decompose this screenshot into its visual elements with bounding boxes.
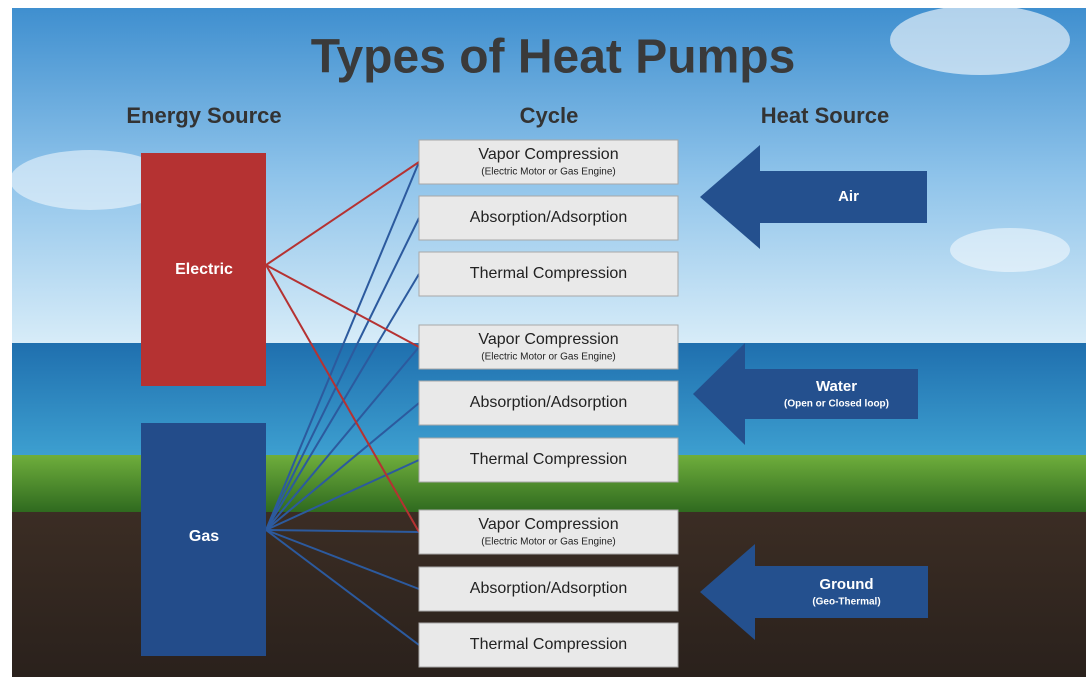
energy-label: Electric <box>175 261 233 278</box>
heat-arrow <box>700 145 927 249</box>
connector <box>265 273 420 531</box>
heat-label: Ground <box>819 576 873 593</box>
column-header: Cycle <box>520 103 579 128</box>
heat-arrow <box>693 343 918 445</box>
connector <box>265 217 420 531</box>
heat-label: Water <box>816 378 857 395</box>
cycle-label: Thermal Compression <box>470 636 627 653</box>
cycle-label: Vapor Compression <box>478 331 618 348</box>
heat-note: (Geo-Thermal) <box>812 597 880 608</box>
energy-label: Gas <box>189 528 219 545</box>
cycle-label: Absorption/Adsorption <box>470 580 627 597</box>
cycle-label: Thermal Compression <box>470 451 627 468</box>
heat-arrow <box>700 544 928 640</box>
energy-box <box>141 423 266 656</box>
cycle-note: (Electric Motor or Gas Engine) <box>481 537 616 548</box>
connector <box>265 402 420 531</box>
energy-box <box>141 153 266 386</box>
connector <box>265 264 420 533</box>
cycle-box <box>418 509 679 555</box>
connector <box>265 264 420 348</box>
connectors <box>265 161 420 646</box>
cycle-note: (Electric Motor or Gas Engine) <box>481 167 616 178</box>
cycle-list: Vapor Compression (Electric Motor or Gas … <box>418 139 679 668</box>
cycle-box <box>418 324 679 370</box>
connector <box>265 529 420 533</box>
heat-sources: Air Water (Open or Closed loop) Ground (Geo-… <box>693 145 928 640</box>
heat-label: Air <box>838 188 859 205</box>
connector <box>265 161 420 266</box>
column-header: Heat Source <box>761 103 889 128</box>
heat-note: (Open or Closed loop) <box>784 399 889 410</box>
title: Types of Heat Pumps <box>311 31 796 84</box>
cycle-box <box>418 251 679 297</box>
connector <box>265 346 420 531</box>
cycle-label: Absorption/Adsorption <box>470 394 627 411</box>
cycle-box <box>418 380 679 426</box>
cycle-label: Absorption/Adsorption <box>470 209 627 226</box>
connector <box>265 529 420 646</box>
cycle-label: Vapor Compression <box>478 146 618 163</box>
cycle-box <box>418 195 679 241</box>
cycle-box <box>418 139 679 185</box>
connector <box>265 529 420 590</box>
cycle-box <box>418 437 679 483</box>
connector <box>265 161 420 531</box>
cycle-label: Vapor Compression <box>478 516 618 533</box>
connector <box>265 459 420 531</box>
column-header: Energy Source <box>126 103 281 128</box>
cycle-box <box>418 566 679 612</box>
cycle-note: (Electric Motor or Gas Engine) <box>481 352 616 363</box>
cycle-box <box>418 622 679 668</box>
cycle-label: Thermal Compression <box>470 265 627 282</box>
